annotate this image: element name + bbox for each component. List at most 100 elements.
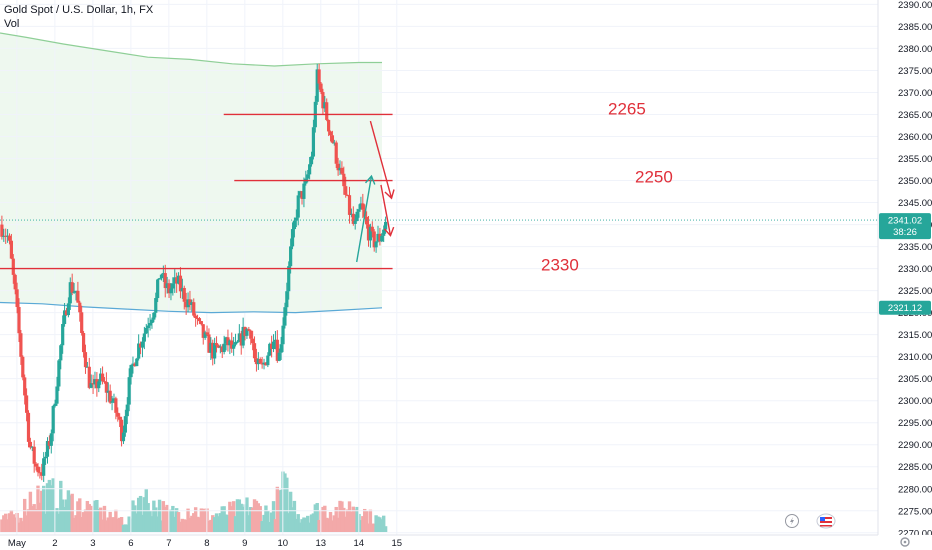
candle [131,356,135,374]
price-tick-label: 2325.00 [898,286,932,297]
candle-body [328,131,333,136]
candle-body [357,209,361,212]
candle-body [319,83,323,93]
volume-bar [256,503,261,532]
volume-bar [7,513,12,532]
volume-bar [5,519,10,532]
candle [199,321,203,326]
candle [268,342,272,357]
lightning-icon[interactable] [785,514,799,528]
candle [349,208,354,218]
time-tick-label: 2 [52,538,57,549]
candle-body [233,342,238,345]
candle-body [66,303,70,316]
candle-body [180,287,184,292]
price-tick-label: 2305.00 [898,374,932,385]
candle-body [76,290,80,303]
volume-bar [347,501,352,532]
price-tick-label: 2355.00 [898,154,932,165]
candle [281,317,285,353]
candle-body [34,463,38,467]
volume-bar [203,510,207,532]
arrow-layer [355,120,395,263]
candle [102,377,107,384]
price-axis-panel[interactable] [878,0,932,535]
volume-bar [288,491,293,532]
candle-body [384,221,388,230]
candle [87,357,91,390]
price-tick-label: 2390.00 [898,0,932,11]
candle [228,339,232,355]
volume-bar [146,503,150,532]
candle [298,190,302,198]
candle-body [108,390,112,403]
current-price-countdown: 38:26 [893,227,917,238]
volume-bar [97,508,101,532]
price-tick-label: 2290.00 [898,440,932,451]
candle-body [87,366,91,388]
candle-body [85,366,89,368]
candle [32,440,36,473]
candle [262,358,266,370]
volume-bar [321,506,325,532]
band-price-tag-text: 2321.12 [888,303,922,314]
volume-bar [298,522,302,532]
volume-bar [220,506,224,532]
volume-bar [55,508,59,532]
candle [351,206,355,226]
flag-icon[interactable] [816,513,836,529]
candle-body [186,299,190,308]
candle [156,278,160,303]
volume-bar [239,503,243,532]
candle-body [40,472,44,476]
candle [308,156,312,180]
candle [194,313,198,327]
candle-body [91,383,95,385]
price-tick-label: 2370.00 [898,88,932,99]
candle-body [366,224,371,241]
candle [289,238,293,274]
candle [142,326,146,350]
volume-bar [176,512,181,532]
candle-body [159,274,164,279]
candle [138,341,143,355]
candle [42,452,46,482]
time-axis-panel[interactable] [0,535,932,550]
candle-body [317,69,321,84]
candle [338,160,342,176]
price-tick-label: 2345.00 [898,198,932,209]
settings-icon[interactable] [900,537,910,547]
candle-body [131,363,135,365]
candle-body [148,323,152,326]
candle [159,273,164,281]
candle-body [220,346,224,353]
candle-body [302,183,306,199]
price-tick-label: 2315.00 [898,330,932,341]
trend-arrow-shaft [355,176,373,263]
candle-body [2,235,6,237]
candle-body [300,191,304,199]
candle [192,298,196,318]
volume-bar [68,495,72,532]
candle-body [157,278,162,280]
candle [232,336,236,356]
candle-body [24,395,29,413]
candle-body [7,235,12,241]
candle [294,209,298,228]
candle [353,214,357,230]
candle-body [42,458,46,476]
candle-body [252,343,257,359]
candle [148,314,152,331]
candle-body [292,220,297,230]
flag-icon-stripe [820,517,832,519]
candle-body [81,333,86,353]
volume-bar [135,513,139,532]
candle-body [279,344,283,353]
current-price-tag: 2341.02 38:26 [879,213,931,240]
candle-body [258,358,262,364]
volume-bar [49,485,53,532]
candle [154,292,158,318]
volume-bar [199,508,204,532]
volume-bar [262,514,266,532]
